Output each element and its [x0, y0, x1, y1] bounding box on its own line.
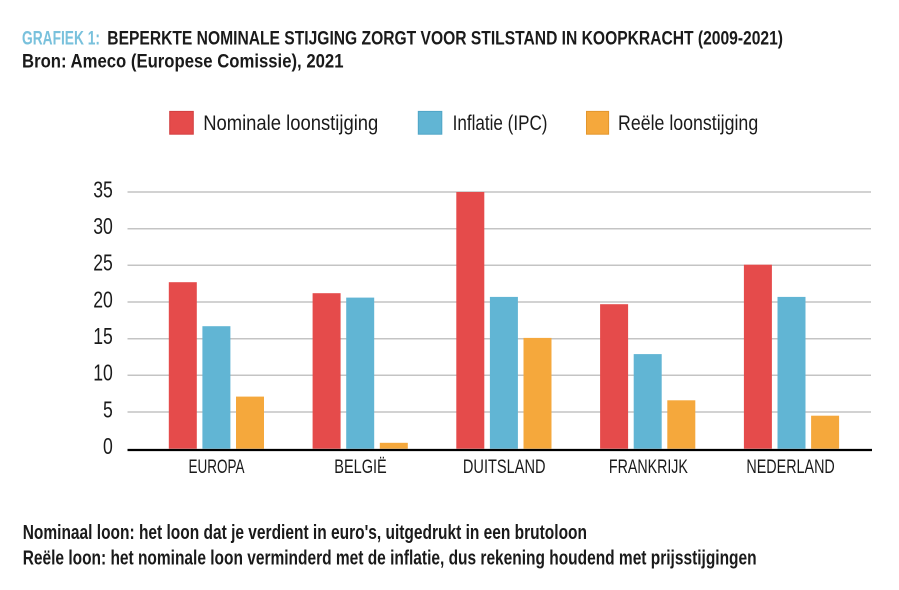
svg-text:Nominale loonstijging: Nominale loonstijging: [203, 111, 378, 135]
svg-text:Bron: Ameco (Europese Comissie: Bron: Ameco (Europese Comissie), 2021: [22, 51, 344, 72]
svg-text:BEPERKTE NOMINALE STIJGING ZOR: BEPERKTE NOMINALE STIJGING ZORGT VOOR ST…: [107, 29, 783, 50]
svg-text:BELGIË: BELGIË: [334, 457, 387, 478]
svg-text:15: 15: [93, 323, 113, 349]
svg-text:10: 10: [93, 360, 113, 386]
svg-text:25: 25: [93, 250, 113, 276]
svg-text:Reële loon: het nominale loon: Reële loon: het nominale loon verminderd…: [23, 548, 757, 570]
svg-text:GRAFIEK 1:: GRAFIEK 1:: [22, 29, 100, 50]
svg-text:FRANKRIJK: FRANKRIJK: [609, 457, 688, 478]
svg-text:35: 35: [93, 176, 113, 202]
svg-text:EUROPA: EUROPA: [189, 457, 245, 478]
svg-text:DUITSLAND: DUITSLAND: [463, 457, 546, 478]
svg-text:5: 5: [103, 396, 113, 422]
svg-text:Nominaal loon: het loon dat je: Nominaal loon: het loon dat je verdient …: [23, 522, 587, 544]
svg-text:30: 30: [93, 213, 113, 239]
svg-text:20: 20: [93, 286, 113, 312]
svg-text:Inflatie (IPC): Inflatie (IPC): [453, 111, 548, 135]
svg-text:Reële loonstijging: Reële loonstijging: [618, 111, 758, 135]
svg-text:0: 0: [103, 433, 113, 459]
svg-text:NEDERLAND: NEDERLAND: [746, 457, 834, 478]
